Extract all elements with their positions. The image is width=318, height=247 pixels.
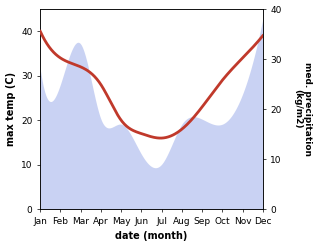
Y-axis label: max temp (C): max temp (C) [5,72,16,146]
Y-axis label: med. precipitation
(kg/m2): med. precipitation (kg/m2) [293,62,313,156]
X-axis label: date (month): date (month) [115,231,188,242]
